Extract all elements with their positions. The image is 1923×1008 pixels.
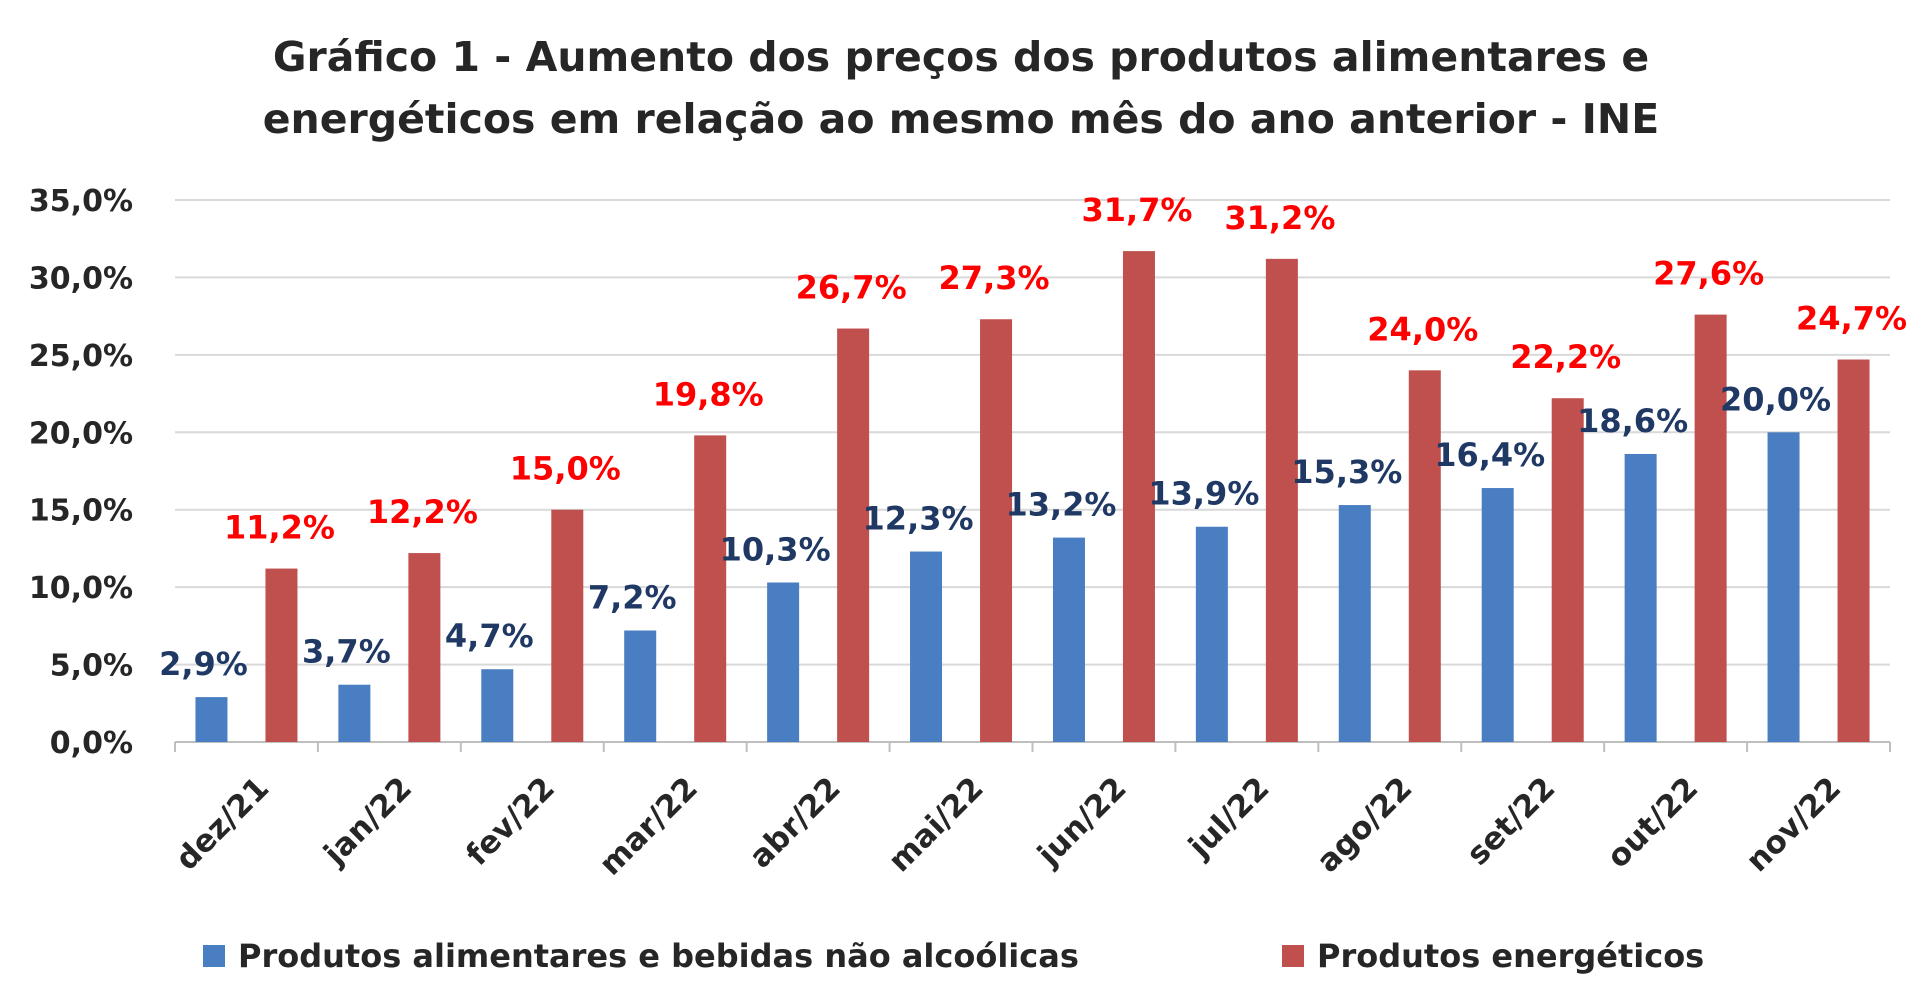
legend-swatch-food — [203, 945, 225, 967]
bar-food — [195, 697, 228, 742]
x-tick-label: fev/22 — [459, 770, 562, 873]
bar-energy — [551, 509, 584, 742]
data-label-energy: 19,8% — [653, 375, 764, 413]
y-tick-label: 15,0% — [29, 494, 133, 529]
data-label-food: 10,3% — [720, 530, 831, 568]
y-tick-label: 35,0% — [29, 184, 133, 219]
y-tick-label: 10,0% — [29, 571, 133, 606]
legend: Produtos alimentares e bebidas não alcoó… — [203, 937, 1704, 975]
data-label-food: 3,7% — [302, 633, 391, 671]
data-label-energy: 22,2% — [1510, 338, 1621, 376]
bar-energy — [1122, 251, 1155, 743]
chart-title-line1: Gráfico 1 - Aumento dos preços dos produ… — [273, 33, 1649, 81]
y-tick-label: 5,0% — [50, 649, 133, 684]
x-tick-label: nov/22 — [1739, 770, 1848, 879]
legend-label-energy: Produtos energéticos — [1317, 937, 1704, 975]
x-tick-label: jun/22 — [1030, 770, 1134, 874]
data-labels: 2,9% 11,2% 3,7% 12,2% 4,7% 15,0% 7,2% 19,8% 10,3… — [159, 191, 1907, 683]
data-label-food: 12,3% — [863, 500, 974, 538]
bar-food — [1481, 488, 1514, 742]
bars — [195, 251, 1870, 743]
x-tick-label: set/22 — [1460, 770, 1562, 872]
data-label-food: 18,6% — [1577, 402, 1688, 440]
bar-energy — [408, 553, 441, 742]
bar-energy — [265, 568, 298, 742]
data-label-energy: 24,0% — [1367, 310, 1478, 348]
data-label-energy: 26,7% — [796, 269, 907, 307]
data-label-energy: 31,2% — [1224, 199, 1335, 237]
bar-energy — [1837, 359, 1870, 742]
y-axis-ticks: 0,0% 5,0% 10,0% 15,0% 20,0% 25,0% 30,0% 35,0% — [29, 184, 133, 761]
data-label-energy: 11,2% — [224, 509, 335, 547]
y-tick-label: 20,0% — [29, 416, 133, 451]
bar-food — [481, 669, 514, 742]
x-tick-label: mai/22 — [882, 770, 991, 879]
bar-food — [767, 582, 800, 742]
data-label-food: 15,3% — [1291, 453, 1402, 491]
data-label-food: 2,9% — [159, 645, 248, 683]
x-tick-label: abr/22 — [743, 770, 848, 875]
bar-energy — [1408, 370, 1441, 742]
data-label-food: 4,7% — [445, 617, 534, 655]
bar-energy — [694, 435, 727, 742]
data-label-energy: 24,7% — [1796, 300, 1907, 338]
bar-food — [624, 630, 657, 742]
bar-food — [1338, 505, 1371, 742]
gridlines — [174, 199, 1891, 752]
y-tick-label: 0,0% — [50, 726, 133, 761]
bar-energy — [837, 328, 870, 742]
x-tick-label: jan/22 — [316, 770, 419, 873]
bar-energy — [980, 319, 1013, 742]
data-label-food: 20,0% — [1720, 380, 1831, 418]
y-tick-label: 25,0% — [29, 339, 133, 374]
x-axis-ticks: dez/21 jan/22 fev/22 mar/22 abr/22 mai/22 jun/… — [169, 770, 1848, 882]
data-label-food: 16,4% — [1434, 436, 1545, 474]
data-label-energy: 12,2% — [367, 493, 478, 531]
bar-food — [1767, 432, 1800, 742]
data-label-energy: 15,0% — [510, 450, 621, 488]
bar-energy — [1265, 258, 1298, 742]
x-tick-label: jul/22 — [1181, 770, 1277, 866]
bar-food — [1624, 453, 1657, 742]
bar-food — [1052, 537, 1085, 742]
x-tick-label: out/22 — [1600, 770, 1705, 875]
data-label-energy: 27,6% — [1653, 255, 1764, 293]
data-label-energy: 27,3% — [939, 259, 1050, 297]
bar-energy — [1694, 314, 1727, 742]
data-label-energy: 31,7% — [1081, 191, 1192, 229]
bar-energy — [1551, 398, 1584, 742]
bar-food — [910, 551, 943, 742]
chart-title-line2: energéticos em relação ao mesmo mês do a… — [263, 95, 1660, 143]
legend-label-food: Produtos alimentares e bebidas não alcoó… — [238, 937, 1079, 975]
bar-food — [338, 684, 371, 742]
x-tick-label: dez/21 — [169, 770, 276, 877]
data-label-food: 7,2% — [588, 579, 677, 617]
data-label-food: 13,2% — [1005, 486, 1116, 524]
y-tick-label: 30,0% — [29, 261, 133, 296]
bar-food — [1195, 526, 1228, 742]
x-tick-label: mar/22 — [592, 770, 704, 882]
x-tick-label: ago/22 — [1310, 770, 1420, 880]
data-label-food: 13,9% — [1148, 475, 1259, 513]
legend-swatch-energy — [1282, 945, 1304, 967]
